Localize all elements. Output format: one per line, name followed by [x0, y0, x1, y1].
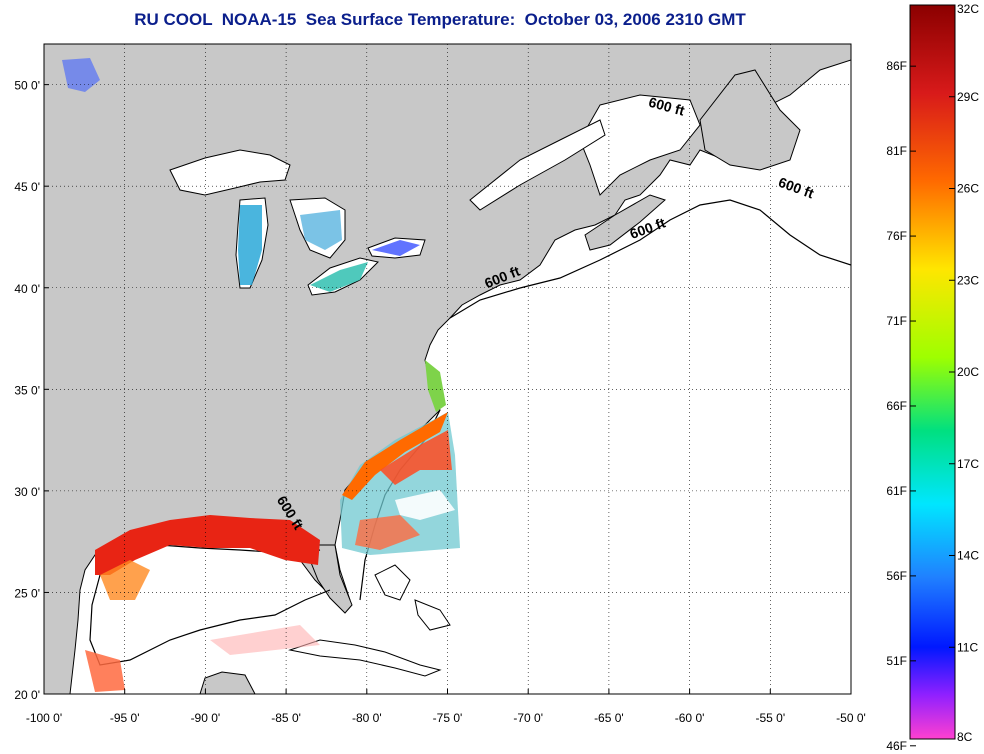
- gulf-st-lawrence: [579, 94, 701, 196]
- longitude-tick-label: -80 0': [352, 711, 382, 725]
- colorbar-label-celsius: 11C: [957, 640, 978, 654]
- colorbar-label-fahrenheit: 56F: [886, 569, 907, 583]
- colorbar-label-celsius: 29C: [957, 90, 979, 104]
- colorbar-label-fahrenheit: 51F: [886, 654, 907, 668]
- map-title: RU COOL NOAA-15 Sea Surface Temperature:…: [134, 10, 746, 29]
- colorbar-label-celsius: 32C: [957, 2, 979, 16]
- colorbar: [909, 4, 956, 740]
- colorbar-ticks: 32C 29C 26C 23C 20C 17C 14C 11C 8C 86F 81F 76F 71F 66…: [886, 2, 979, 753]
- longitude-tick-label: -55 0': [755, 711, 785, 725]
- colorbar-label-celsius: 14C: [957, 549, 979, 563]
- colorbar-label-fahrenheit: 61F: [886, 484, 907, 498]
- colorbar-label-celsius: 26C: [957, 182, 979, 196]
- latitude-tick-label: 40 0': [14, 282, 40, 296]
- longitude-tick-label: -95 0': [110, 711, 140, 725]
- colorbar-label-fahrenheit: 71F: [886, 314, 907, 328]
- latitude-tick-label: 45 0': [14, 180, 40, 194]
- lake-superior: [169, 149, 291, 196]
- longitude-tick-label: -70 0': [513, 711, 543, 725]
- longitude-tick-label: -85 0': [271, 711, 301, 725]
- land-cuba: [288, 639, 442, 677]
- longitude-labels: -100 0' -95 0' -90 0' -85 0' -80 0' -75 0' -70…: [26, 711, 866, 725]
- st-lawrence-estuary: [469, 119, 606, 211]
- sst-swath-gulf: [85, 515, 320, 692]
- land-florida: [309, 544, 353, 614]
- colorbar-label-celsius: 23C: [957, 273, 979, 287]
- longitude-tick-label: -90 0': [191, 711, 221, 725]
- map-frame: [43, 43, 852, 695]
- longitude-tick-label: -65 0': [594, 711, 624, 725]
- longitude-tick-label: -50 0': [836, 711, 866, 725]
- colorbar-label-celsius: 8C: [957, 730, 973, 744]
- latitude-tick-label: 25 0': [14, 586, 40, 600]
- colorbar-label-fahrenheit: 66F: [886, 399, 907, 413]
- land-bahamas: [374, 564, 451, 631]
- land-nova-scotia: [584, 194, 666, 251]
- latitude-labels: 20 0' 25 0' 30 0' 35 0' 40 0' 45 0' 50 0': [14, 79, 40, 702]
- land-yucatan: [199, 671, 256, 694]
- sst-great-lakes: [62, 58, 420, 292]
- latitude-tick-label: 35 0': [14, 383, 40, 397]
- latitude-tick-label: 50 0': [14, 79, 40, 93]
- colorbar-label-fahrenheit: 46F: [886, 739, 907, 753]
- depth-contour-gulf: [89, 544, 331, 666]
- sst-swath-atlantic: [340, 360, 460, 555]
- latitude-tick-label: 30 0': [14, 485, 40, 499]
- colorbar-label-fahrenheit: 81F: [886, 144, 907, 158]
- land-newfoundland: [699, 69, 801, 171]
- colorbar-label-fahrenheit: 76F: [886, 229, 907, 243]
- colorbar-label-fahrenheit: 86F: [886, 59, 907, 73]
- longitude-tick-label: -60 0': [675, 711, 705, 725]
- longitude-tick-label: -100 0': [26, 711, 62, 725]
- colorbar-label-celsius: 17C: [957, 457, 979, 471]
- colorbar-label-celsius: 20C: [957, 365, 979, 379]
- longitude-tick-label: -75 0': [433, 711, 463, 725]
- latitude-tick-label: 20 0': [14, 688, 40, 702]
